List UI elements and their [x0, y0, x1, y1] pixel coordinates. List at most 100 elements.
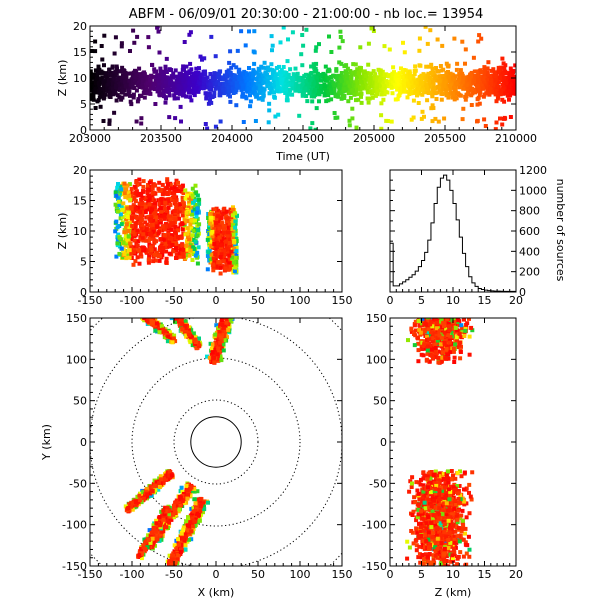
x-z-point	[121, 187, 126, 192]
time-height-point	[417, 90, 421, 95]
time-height-point	[283, 72, 288, 77]
time-height-point	[487, 90, 492, 95]
plan-view-point	[218, 340, 223, 345]
time-height-point	[367, 75, 372, 80]
time-height-point	[509, 85, 514, 90]
time-height-point	[451, 83, 456, 88]
time-height-point	[429, 71, 434, 75]
time-height-point	[98, 104, 103, 109]
time-height-point	[163, 100, 168, 105]
x-z-point	[219, 220, 224, 225]
time-height-point	[463, 61, 467, 66]
x-z-point	[165, 209, 170, 213]
time-height-point	[115, 93, 120, 98]
plan-view-point	[223, 313, 227, 317]
time-height-point	[476, 71, 481, 76]
time-height-point	[258, 83, 263, 88]
time-height-point	[366, 41, 371, 46]
time-height-point	[104, 87, 109, 92]
time-height-point	[161, 88, 166, 93]
plan-view-point	[219, 318, 224, 323]
time-height-point	[153, 78, 158, 83]
plan-view-point	[165, 339, 170, 344]
time-height-point	[509, 81, 514, 86]
plan-view-point	[172, 333, 177, 338]
plan-view-point	[175, 314, 179, 318]
x-z-point	[116, 197, 120, 201]
time-height-point	[107, 90, 112, 95]
time-height-point	[187, 70, 192, 75]
time-height-point	[285, 75, 290, 80]
time-height-point	[476, 87, 481, 92]
time-height-point	[179, 78, 183, 83]
time-height-point	[139, 73, 144, 78]
time-height-point	[319, 78, 323, 83]
plan-view-point	[176, 314, 180, 318]
time-height-point	[458, 68, 463, 73]
time-height-point	[273, 114, 278, 119]
time-height-point	[209, 34, 214, 39]
time-height-point	[424, 78, 429, 82]
time-height-point	[473, 76, 478, 81]
x-z-point	[160, 249, 165, 254]
time-height-point	[344, 77, 349, 82]
time-height-point	[169, 68, 173, 72]
x-z-point	[220, 238, 225, 243]
time-height-point	[250, 90, 255, 95]
time-height-point	[136, 97, 141, 102]
time-height-point	[279, 81, 284, 86]
time-height-point	[164, 76, 168, 81]
time-height-point	[467, 84, 472, 89]
time-height-point	[485, 72, 490, 77]
x-z-point	[126, 252, 131, 257]
x-z-point	[180, 195, 185, 200]
x-z-point	[180, 213, 185, 218]
plan-view-point	[138, 498, 143, 502]
time-height-point	[133, 75, 138, 80]
x-z-point	[115, 225, 120, 230]
time-height-point	[329, 97, 334, 102]
time-height-point	[132, 40, 137, 45]
plan-view-point	[209, 352, 214, 357]
time-height-point	[312, 74, 317, 79]
time-height-point	[378, 68, 383, 73]
x-z-point	[127, 255, 132, 260]
x-z-point	[131, 262, 136, 267]
x-z-point	[148, 218, 153, 223]
x-z-point	[162, 213, 167, 218]
time-height-point	[439, 97, 444, 102]
time-height-point	[350, 88, 355, 93]
x-z-point	[141, 232, 146, 237]
x-z-point	[135, 228, 140, 233]
time-height-point	[438, 64, 443, 68]
time-height-point	[107, 118, 112, 123]
time-height-point	[328, 88, 333, 93]
time-height-point	[366, 62, 371, 67]
time-height-point	[424, 88, 429, 93]
time-height-point	[181, 90, 186, 95]
plan-view-point	[214, 336, 219, 341]
time-height-point	[453, 74, 458, 79]
time-height-point	[382, 92, 387, 97]
time-height-point	[472, 79, 477, 84]
time-height-point	[317, 99, 321, 104]
time-height-point	[156, 29, 161, 34]
time-height-point	[115, 77, 120, 82]
time-height-point	[309, 87, 314, 92]
time-height-point	[254, 70, 259, 75]
x-z-point	[170, 214, 175, 219]
x-z-point	[234, 263, 239, 268]
x-z-point	[211, 256, 216, 261]
time-height-point	[370, 95, 375, 100]
time-height-point	[93, 86, 98, 91]
time-height-point	[395, 97, 400, 102]
time-height-point	[402, 73, 407, 78]
time-height-points	[90, 26, 516, 130]
time-height-point	[452, 97, 457, 102]
plan-view-point	[163, 329, 168, 334]
time-height-point	[390, 71, 395, 76]
time-height-point	[152, 81, 157, 86]
time-height-point	[475, 102, 480, 107]
plan-view-point	[167, 470, 172, 475]
plan-view-point	[184, 333, 189, 338]
